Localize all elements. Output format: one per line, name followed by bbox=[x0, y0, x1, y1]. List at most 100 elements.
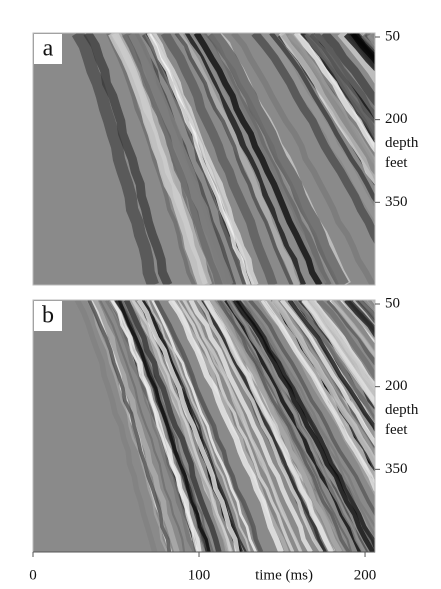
reflection bbox=[149, 33, 259, 285]
reflection bbox=[168, 300, 284, 552]
reflection bbox=[110, 300, 199, 552]
reflection bbox=[242, 300, 375, 539]
reflection bbox=[108, 33, 208, 285]
reflection bbox=[337, 33, 375, 85]
reflection bbox=[71, 33, 159, 285]
reflection bbox=[271, 300, 375, 470]
reflection bbox=[92, 300, 180, 552]
reflection bbox=[217, 300, 351, 552]
reflection bbox=[87, 300, 172, 552]
reflection bbox=[146, 33, 251, 285]
reflection bbox=[301, 300, 375, 408]
reflection bbox=[293, 33, 375, 154]
reflection bbox=[232, 300, 375, 552]
x-axis-label: time (ms) bbox=[255, 567, 313, 583]
reflection bbox=[287, 300, 375, 433]
reflection bbox=[128, 33, 234, 285]
reflection bbox=[320, 33, 375, 107]
reflection bbox=[316, 300, 375, 380]
reflection bbox=[219, 300, 353, 552]
reflection bbox=[251, 33, 375, 245]
reflection bbox=[98, 300, 186, 552]
reflection bbox=[154, 300, 264, 552]
reflection bbox=[204, 300, 334, 552]
panel-label-box bbox=[34, 34, 62, 64]
reflection bbox=[214, 300, 349, 552]
reflection bbox=[235, 300, 375, 552]
seismic-image bbox=[33, 33, 441, 285]
reflection bbox=[120, 300, 214, 552]
y-axis-label: feet bbox=[385, 422, 408, 438]
reflection bbox=[406, 300, 441, 552]
y-tick-label: 200 bbox=[385, 378, 408, 394]
reflection bbox=[193, 33, 323, 285]
reflection bbox=[274, 300, 375, 462]
reflection bbox=[83, 33, 173, 285]
reflection bbox=[291, 300, 375, 424]
reflection bbox=[151, 300, 258, 552]
reflection bbox=[207, 33, 349, 285]
reflection bbox=[117, 300, 211, 552]
seismic-image bbox=[33, 300, 441, 552]
y-tick-label: 50 bbox=[385, 28, 400, 44]
panel-label-box bbox=[34, 301, 62, 331]
reflection bbox=[269, 33, 375, 204]
reflection bbox=[404, 33, 441, 285]
reflection bbox=[326, 300, 375, 367]
y-tick-label: 50 bbox=[385, 295, 400, 311]
reflection bbox=[283, 300, 375, 442]
y-tick-label: 200 bbox=[385, 111, 408, 127]
reflection bbox=[86, 300, 169, 552]
reflection bbox=[330, 300, 375, 359]
reflection bbox=[199, 300, 327, 552]
reflection bbox=[208, 300, 343, 552]
x-tick-label: 0 bbox=[29, 567, 37, 583]
reflection bbox=[405, 300, 441, 552]
reflection bbox=[136, 300, 240, 552]
y-axis-label: depth bbox=[385, 135, 419, 151]
reflection bbox=[287, 33, 375, 166]
y-axis-label: depth bbox=[385, 402, 419, 418]
reflection bbox=[260, 300, 375, 493]
reflection bbox=[313, 33, 375, 120]
reflection bbox=[74, 300, 158, 552]
reflection bbox=[412, 33, 441, 285]
reflection bbox=[413, 33, 441, 285]
reflection bbox=[105, 300, 198, 552]
reflection bbox=[279, 300, 375, 447]
panel-label: b bbox=[42, 303, 54, 329]
reflection bbox=[182, 300, 303, 552]
reflection bbox=[123, 300, 222, 552]
reflection bbox=[260, 33, 375, 222]
x-tick-label: 100 bbox=[188, 567, 211, 583]
x-tick-label: 200 bbox=[354, 567, 377, 583]
reflection bbox=[406, 300, 441, 552]
reflection bbox=[183, 33, 306, 285]
y-axis-label: feet bbox=[385, 155, 408, 171]
reflection bbox=[175, 300, 295, 552]
reflection bbox=[131, 300, 232, 552]
reflection bbox=[174, 33, 294, 285]
reflection bbox=[264, 300, 375, 485]
reflection bbox=[196, 300, 324, 552]
y-tick-label: 350 bbox=[385, 194, 408, 210]
reflection bbox=[176, 33, 301, 285]
reflection bbox=[307, 300, 375, 399]
reflection bbox=[226, 300, 366, 552]
y-tick-label: 350 bbox=[385, 461, 408, 477]
reflection bbox=[146, 300, 251, 552]
reflection bbox=[106, 33, 196, 285]
reflection bbox=[311, 300, 375, 389]
reflection bbox=[414, 300, 441, 552]
reflection bbox=[231, 33, 375, 285]
reflection bbox=[141, 300, 247, 552]
reflection bbox=[248, 300, 375, 518]
panel-frame bbox=[32, 32, 376, 286]
reflection bbox=[304, 33, 375, 140]
reflection bbox=[415, 300, 441, 552]
panel-label: a bbox=[43, 36, 54, 62]
reflection bbox=[188, 300, 313, 552]
reflection bbox=[281, 33, 375, 182]
reflection bbox=[160, 33, 278, 285]
